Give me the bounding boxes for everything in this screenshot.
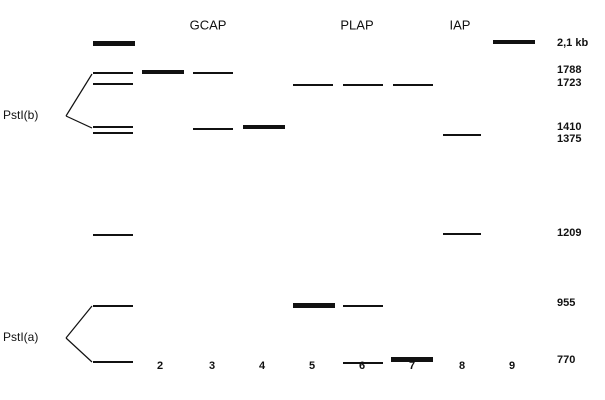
band	[343, 84, 383, 86]
band	[443, 233, 481, 235]
bands	[93, 40, 535, 364]
size-label: 770	[557, 354, 575, 366]
lane-number: 3	[209, 360, 215, 372]
lane-number: 8	[459, 360, 465, 372]
size-label: 1723	[557, 77, 581, 89]
band	[93, 234, 133, 236]
gel-diagram: GCAP PLAP IAP PstI(b) PstI(a) 2,1 kb 178…	[0, 0, 605, 400]
lane-number: 6	[359, 360, 365, 372]
lane-numbers: 2 3 4 5 6 7 8 9	[157, 360, 515, 372]
size-label: 1209	[557, 227, 581, 239]
band	[443, 134, 481, 136]
band	[393, 84, 433, 86]
band	[343, 305, 383, 307]
group-label: GCAP	[190, 17, 227, 32]
bracket-line	[66, 306, 92, 338]
brackets	[66, 74, 92, 362]
left-label: PstI(b)	[3, 108, 38, 122]
band	[93, 361, 133, 363]
lane-number: 4	[259, 360, 266, 372]
size-label: 955	[557, 297, 575, 309]
size-label: 1410	[557, 121, 581, 133]
band	[93, 305, 133, 307]
band	[493, 40, 535, 44]
band	[293, 84, 333, 86]
left-label: PstI(a)	[3, 330, 38, 344]
band	[193, 72, 233, 74]
size-label: 2,1 kb	[557, 37, 588, 49]
lane-number: 2	[157, 360, 163, 372]
band	[243, 125, 285, 129]
band	[93, 132, 133, 134]
bracket-line	[66, 74, 92, 116]
band	[93, 83, 133, 85]
size-label: 1788	[557, 64, 581, 76]
band	[293, 303, 335, 308]
bracket-line	[66, 116, 92, 128]
size-label: 1375	[557, 133, 581, 145]
group-label: IAP	[450, 17, 471, 32]
lane-number: 9	[509, 360, 515, 372]
bracket-line	[66, 338, 92, 362]
lane-number: 7	[409, 360, 415, 372]
band	[142, 70, 184, 74]
lane-number: 5	[309, 360, 315, 372]
band	[93, 72, 133, 74]
band	[93, 126, 133, 128]
group-label: PLAP	[340, 17, 373, 32]
band	[93, 41, 135, 46]
band	[193, 128, 233, 130]
